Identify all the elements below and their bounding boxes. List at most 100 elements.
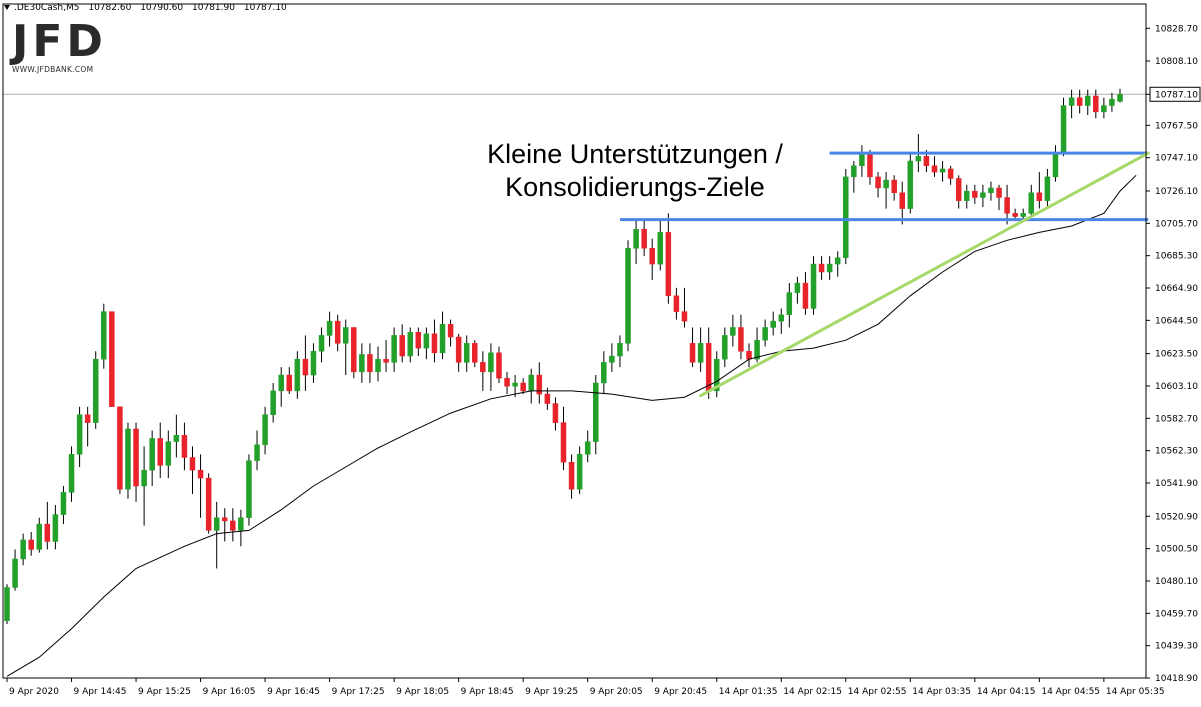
x-tick-label: 9 Apr 18:45 xyxy=(461,687,514,697)
candle-body xyxy=(1109,98,1115,106)
candle-body xyxy=(439,324,446,354)
candle-body xyxy=(786,292,793,316)
candle-body xyxy=(834,257,841,265)
y-tick-label: 10459.70 xyxy=(1155,609,1198,619)
candle-body xyxy=(68,454,75,493)
candle-body xyxy=(810,263,817,309)
candle-body xyxy=(133,428,139,487)
candle-body xyxy=(125,428,131,490)
candle-body xyxy=(730,327,736,336)
candle-body xyxy=(109,311,115,407)
candle-body xyxy=(270,390,276,415)
candle-body xyxy=(601,362,607,384)
candle-body xyxy=(996,187,1002,198)
candle-body xyxy=(528,374,534,392)
candle-body xyxy=(923,156,930,167)
candle-body xyxy=(189,457,196,471)
x-tick-label: 9 Apr 15:25 xyxy=(138,687,191,697)
x-tick-label: 14 Apr 02:55 xyxy=(848,687,907,697)
plot-border xyxy=(2,3,1147,679)
candle-body xyxy=(173,435,180,442)
candle-body xyxy=(1117,94,1123,102)
candle-body xyxy=(1093,95,1099,113)
candle-body xyxy=(84,414,91,423)
candle-body xyxy=(1044,176,1051,201)
candle-body xyxy=(222,517,228,522)
candle-body xyxy=(826,263,833,273)
candle-body xyxy=(560,422,567,463)
candle-body xyxy=(149,438,155,471)
candle-body xyxy=(383,358,389,363)
candle-body xyxy=(633,228,639,249)
candle-body xyxy=(117,406,123,490)
candle-body xyxy=(205,477,212,531)
candle-body xyxy=(254,444,260,461)
candle-body xyxy=(302,358,309,376)
candle-body xyxy=(907,160,914,209)
x-tick-label: 9 Apr 16:45 xyxy=(267,687,320,697)
candle-body xyxy=(875,176,881,189)
candle-body xyxy=(947,168,954,179)
candle-body xyxy=(1028,192,1035,214)
candle-body xyxy=(230,520,236,531)
x-tick-label: 9 Apr 17:25 xyxy=(332,687,385,697)
candle-body xyxy=(1012,213,1018,217)
candle-body xyxy=(1036,192,1043,201)
y-tick-label: 10828.70 xyxy=(1155,24,1198,34)
candle-body xyxy=(480,362,486,373)
candle-body xyxy=(964,190,970,201)
chevron-down-icon[interactable] xyxy=(4,5,10,10)
candle-body xyxy=(286,374,293,392)
candle-body xyxy=(899,192,905,209)
y-tick-label: 10705.70 xyxy=(1155,219,1198,229)
candle-body xyxy=(334,320,341,344)
x-tick-label: 9 Apr 20:05 xyxy=(590,687,643,697)
candle-body xyxy=(576,454,583,490)
candle-body xyxy=(44,523,51,542)
candle-body xyxy=(593,382,599,442)
candle-body xyxy=(294,358,301,392)
y-tick-label: 10747.10 xyxy=(1155,154,1198,164)
y-tick-label: 10685.30 xyxy=(1155,252,1198,262)
candle-body xyxy=(318,335,325,352)
candle-body xyxy=(28,539,34,550)
candle-body xyxy=(1060,105,1067,154)
candle-body xyxy=(157,438,163,466)
x-tick-label: 14 Apr 03:35 xyxy=(912,687,971,697)
candle-body xyxy=(1101,105,1107,113)
y-tick-label: 10480.10 xyxy=(1155,577,1198,587)
x-tick-label: 14 Apr 01:35 xyxy=(719,687,778,697)
candle-body xyxy=(939,168,946,173)
candle-body xyxy=(657,232,664,265)
trendline xyxy=(699,151,1150,398)
candle-body xyxy=(92,358,99,423)
candle-body xyxy=(617,343,623,357)
low-value: 10781.90 xyxy=(192,3,235,13)
candle-body xyxy=(609,355,615,363)
candle-body xyxy=(972,190,978,198)
candle-body xyxy=(367,354,373,373)
candle-body xyxy=(722,335,728,360)
x-tick-label: 9 Apr 16:05 xyxy=(203,687,256,697)
y-tick-label: 10787.10 xyxy=(1155,90,1198,100)
y-tick-label: 10541.90 xyxy=(1155,479,1198,489)
logo-text: JFD xyxy=(12,16,107,67)
candle-body xyxy=(496,352,502,379)
candle-body xyxy=(665,232,672,297)
candle-body xyxy=(988,187,994,193)
y-tick-label: 10726.10 xyxy=(1155,187,1198,197)
candle-body xyxy=(802,282,809,309)
y-tick-label: 10644.50 xyxy=(1155,316,1198,326)
candle-body xyxy=(713,358,720,392)
candle-body xyxy=(278,374,284,392)
candle-body xyxy=(213,517,220,531)
logo-subtitle: WWW.JFDBANK.COM xyxy=(12,65,94,74)
candle-body xyxy=(447,324,454,338)
candle-body xyxy=(60,492,67,515)
candle-body xyxy=(4,587,10,622)
high-value: 10790.60 xyxy=(140,3,184,13)
y-tick-label: 10767.50 xyxy=(1155,121,1198,131)
candle-body xyxy=(375,358,381,373)
candle-body xyxy=(818,263,825,273)
candle-body xyxy=(843,176,849,258)
